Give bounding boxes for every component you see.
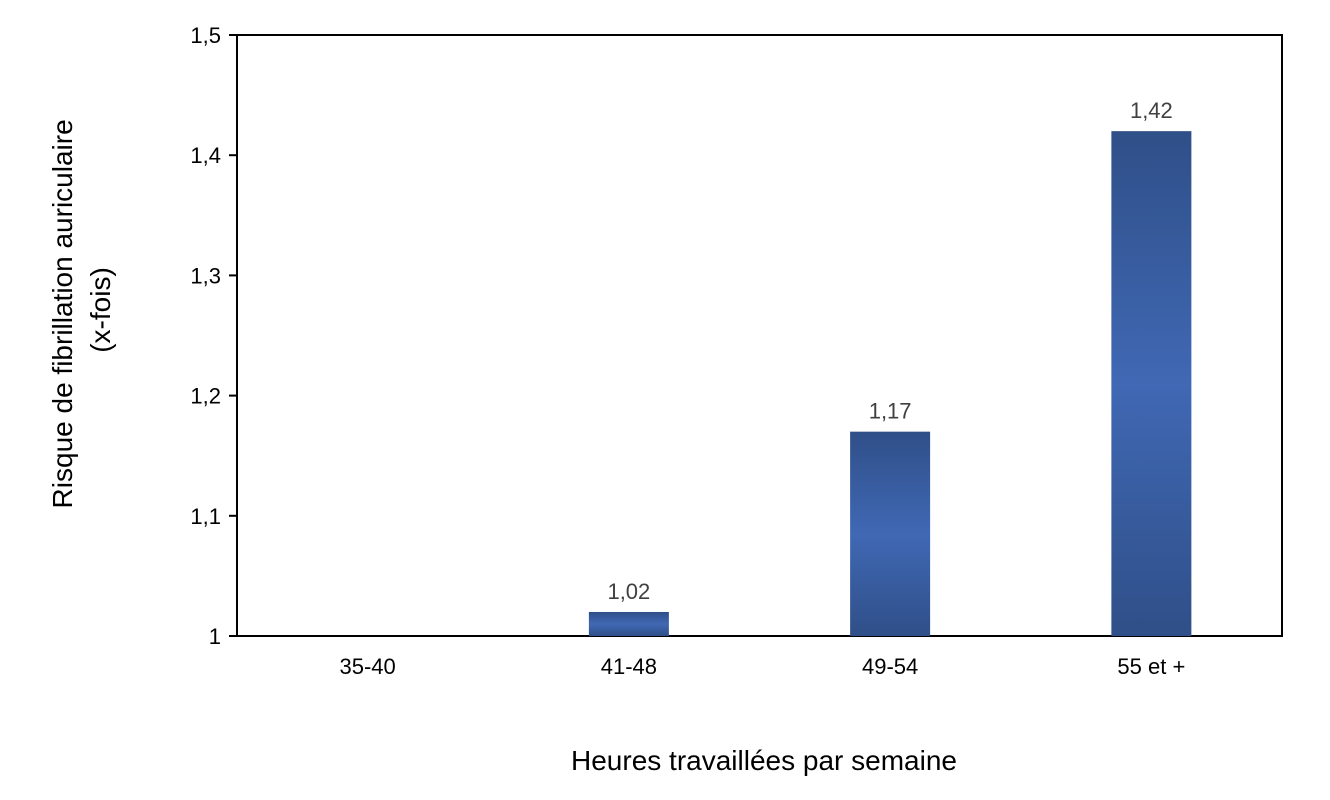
y-axis-title: Risque de fibrillation auriculaire (x-fo… <box>47 112 116 509</box>
plot-area: 1,02 1,17 1,42 1 1,1 1,2 1,3 1,4 1,5 35-40 41-48… <box>190 23 1283 679</box>
plot-frame <box>236 34 1283 637</box>
y-tick-label: 1,2 <box>190 384 221 409</box>
x-tick-label: 35-40 <box>339 654 395 679</box>
y-tick-label: 1,4 <box>190 143 221 168</box>
bar <box>1111 131 1192 636</box>
y-tick-label: 1,5 <box>190 23 221 48</box>
bar <box>588 611 669 636</box>
x-tick-label: 55 et + <box>1117 654 1185 679</box>
y-axis-title-line-1: Risque de fibrillation auriculaire <box>47 119 78 508</box>
y-axis-ticks: 1 1,1 1,2 1,3 1,4 1,5 <box>190 23 237 649</box>
bar-data-label: 1,42 <box>1130 98 1173 123</box>
y-tick-label: 1 <box>209 624 221 649</box>
x-axis-title: Heures travaillées par semaine <box>571 745 957 776</box>
y-tick-label: 1,1 <box>190 504 221 529</box>
x-tick-label: 49-54 <box>862 654 918 679</box>
y-tick-label: 1,3 <box>190 263 221 288</box>
x-axis-ticks: 35-40 41-48 49-54 55 et + <box>339 654 1185 679</box>
bar <box>850 431 931 636</box>
bars: 1,02 1,17 1,42 <box>588 98 1192 636</box>
bar-data-label: 1,02 <box>607 579 650 604</box>
bar-data-label: 1,17 <box>869 399 912 424</box>
x-tick-label: 41-48 <box>601 654 657 679</box>
y-axis-title-line-2: (x-fois) <box>85 267 116 353</box>
